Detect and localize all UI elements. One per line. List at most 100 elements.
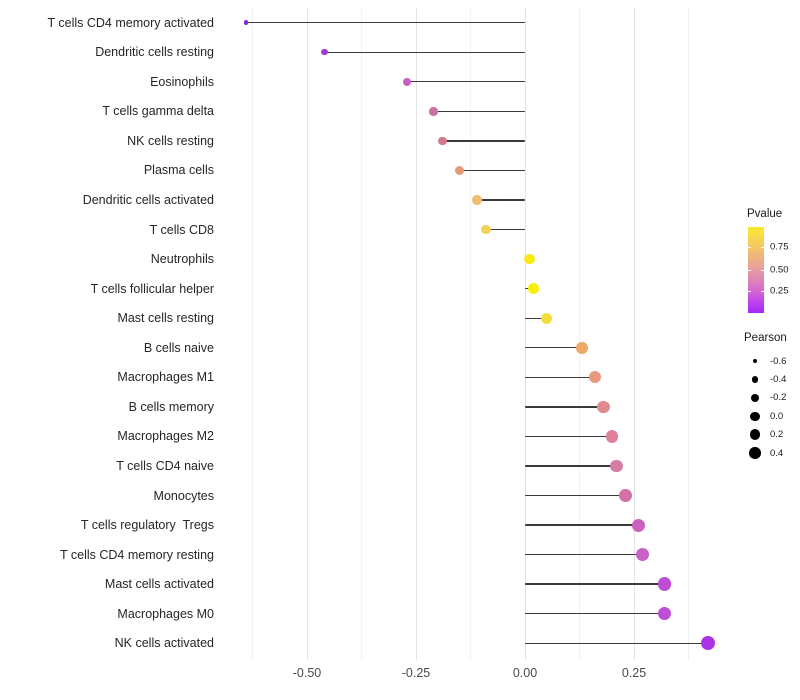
pearson-dot-column	[744, 429, 766, 441]
y-axis-label: B cells memory	[128, 399, 214, 414]
lollipop-dot	[588, 371, 601, 384]
pearson-legend: Pearson -0.6 -0.4 -0.2 0.0 0.2 0.4	[744, 332, 800, 462]
pvalue-tick-label: 0.25	[770, 285, 789, 297]
pearson-dot-column	[744, 411, 766, 422]
pvalue-legend: Pvalue 0.75 0.50 0.25	[746, 208, 800, 313]
y-axis-label: T cells CD8	[149, 222, 214, 237]
lollipop-stem	[324, 51, 525, 53]
lollipop-stem	[477, 199, 525, 201]
pearson-size-dot	[752, 358, 758, 364]
y-axis-label: Macrophages M0	[117, 606, 214, 621]
y-axis-label: Dendritic cells activated	[82, 193, 214, 207]
pearson-size-label: -0.2	[770, 392, 787, 404]
pearson-size-dot	[750, 393, 760, 403]
pearson-dot-column	[744, 393, 766, 403]
y-axis-label: Neutrophils	[150, 252, 214, 267]
lollipop-stem	[525, 376, 595, 378]
lollipop-stem	[245, 22, 525, 24]
gridline-major	[633, 8, 635, 660]
lollipop-dot	[528, 283, 540, 294]
y-axis-label: NK cells activated	[114, 636, 214, 651]
lollipop-dot	[636, 548, 650, 562]
gridline-minor	[470, 8, 471, 660]
lollipop-stem	[525, 494, 626, 497]
lollipop-dot	[610, 459, 623, 473]
y-axis-label: T cells gamma delta	[102, 104, 214, 119]
pearson-legend-item: -0.4	[744, 370, 800, 388]
pvalue-tick-label: 0.50	[770, 264, 789, 276]
lollipop-stem	[525, 613, 665, 615]
y-axis-label: Macrophages M2	[117, 429, 214, 444]
pvalue-legend-title: Pvalue	[747, 208, 783, 220]
colorbar-tick-mark	[761, 270, 764, 271]
lollipop-dot	[321, 49, 328, 56]
y-axis-label: T cells CD4 memory resting	[60, 547, 214, 562]
gridline-major	[306, 8, 308, 660]
x-tick-label: -0.50	[292, 666, 322, 680]
lollipop-dot	[524, 253, 535, 265]
pearson-size-dot	[751, 376, 759, 383]
y-axis-label: B cells naive	[143, 340, 214, 355]
y-axis-label: Monocytes	[153, 488, 214, 503]
lollipop-dot	[606, 430, 619, 443]
y-axis-label: Plasma cells	[143, 163, 214, 178]
pearson-dot-column	[744, 358, 766, 364]
lollipop-dot	[437, 136, 447, 146]
plot-panel	[222, 8, 732, 660]
lollipop-stem	[525, 583, 665, 585]
pearson-legend-title: Pearson	[744, 332, 787, 344]
lollipop-stem	[433, 110, 525, 113]
lollipop-stem	[525, 406, 604, 408]
lollipop-dot	[597, 400, 610, 413]
pearson-size-label: 0.4	[770, 447, 784, 459]
lollipop-dot	[700, 636, 716, 651]
lollipop-stem	[407, 81, 525, 83]
colorbar-tick-mark	[761, 290, 764, 292]
lollipop-dot	[541, 312, 553, 324]
gridline-major	[524, 8, 526, 660]
y-axis-label: Dendritic cells resting	[95, 45, 214, 60]
pearson-legend-item: 0.4	[744, 444, 800, 462]
pearson-legend-item: 0.0	[744, 407, 800, 425]
lollipop-dot	[429, 107, 438, 116]
lollipop-dot	[575, 341, 588, 354]
lollipop-stem	[525, 317, 547, 319]
gridline-minor	[361, 8, 362, 660]
lollipop-stem	[525, 465, 617, 467]
gridline-major	[415, 8, 417, 660]
gridline-minor	[579, 8, 580, 660]
lollipop-dot	[631, 518, 645, 532]
colorbar-tick-mark	[748, 247, 751, 249]
lollipop-dot	[403, 77, 412, 86]
pearson-size-label: 0.0	[770, 410, 784, 422]
gridline-minor	[688, 8, 689, 660]
lollipop-stem	[459, 169, 525, 172]
x-tick-label: -0.25	[401, 666, 431, 680]
colorbar-tick-mark	[761, 247, 764, 249]
lollipop-stem	[485, 228, 525, 231]
lollipop-stem	[525, 435, 613, 438]
pearson-size-dot	[750, 411, 760, 422]
pearson-dot-column	[744, 376, 766, 383]
lollipop-dot	[472, 195, 482, 205]
pearson-legend-item: -0.2	[744, 389, 800, 407]
pearson-size-dot	[749, 447, 761, 459]
y-axis-label: Mast cells resting	[117, 311, 214, 326]
colorbar-tick-mark	[748, 290, 751, 292]
pearson-size-label: 0.2	[770, 429, 784, 441]
lollipop-stem	[525, 642, 709, 644]
lollipop-dot	[480, 224, 491, 235]
pearson-size-dot	[749, 429, 761, 441]
lollipop-dot	[657, 606, 672, 621]
lollipop-stem	[525, 347, 582, 349]
y-axis-label: NK cells resting	[127, 133, 214, 148]
y-axis-label: T cells CD4 memory activated	[47, 15, 215, 30]
lollipop-dot	[243, 20, 249, 25]
x-tick-label: 0.25	[621, 666, 647, 680]
pvalue-colorbar-wrap: 0.75 0.50 0.25	[748, 227, 789, 313]
pearson-dot-column	[744, 447, 766, 459]
y-axis-label: T cells CD4 naive	[116, 458, 214, 473]
y-axis-label: T cells regulatory Tregs	[80, 518, 214, 533]
pvalue-tick-label: 0.75	[770, 241, 789, 253]
